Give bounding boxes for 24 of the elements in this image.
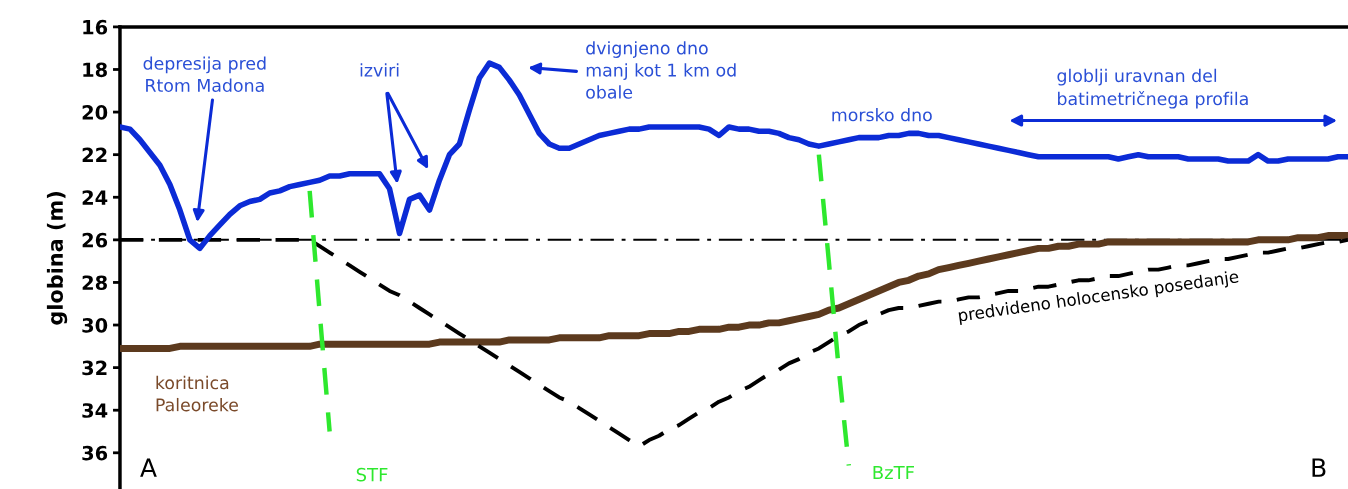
annotation: dvignjeno dno manj kot 1 km od obale: [586, 41, 736, 99]
line-series: [816, 152, 852, 468]
annotation: globlji uravnan del batimetričnega profila: [1057, 68, 1248, 109]
y-tick-label: 30: [82, 317, 108, 333]
y-tick-label: 22: [82, 147, 107, 163]
y-tick-label: 26: [82, 232, 108, 248]
annotation: BzTF: [873, 465, 914, 480]
y-tick-label: 18: [83, 62, 107, 78]
annotation: morsko dno: [832, 107, 932, 122]
y-tick-label: 36: [82, 445, 108, 461]
annotation: izviri: [360, 63, 399, 77]
annotation: depresija pred Rtom Madona: [143, 56, 266, 92]
y-axis-title: globina (m): [46, 192, 68, 325]
y-tick-label: 24: [82, 190, 108, 205]
y-tick-label: 28: [82, 275, 107, 291]
y-tick-label: 20: [82, 105, 108, 120]
annotation: B: [1312, 458, 1326, 477]
y-tick-label: 32: [82, 360, 107, 376]
annotation: STF: [356, 467, 388, 482]
annotation: koritnica Paleoreke: [156, 375, 238, 412]
annotation: predvideno holocensko posedanje: [958, 269, 1240, 325]
annotation: A: [140, 458, 157, 477]
y-tick-label: 16: [83, 19, 108, 35]
y-tick-label: 34: [82, 403, 108, 418]
